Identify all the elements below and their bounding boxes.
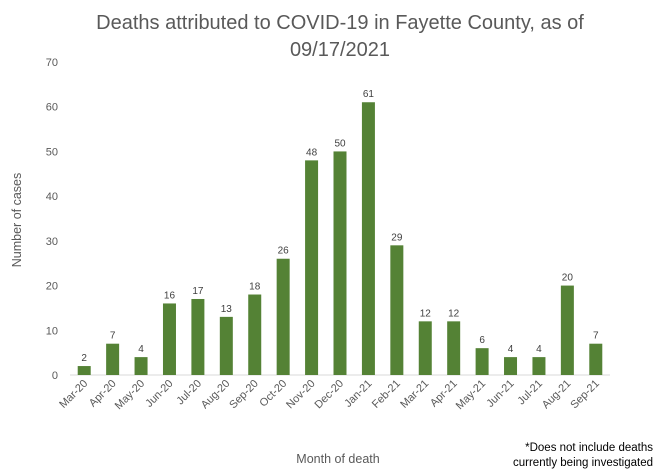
data-label: 4 xyxy=(138,344,144,355)
bar xyxy=(134,357,148,375)
bar xyxy=(361,102,375,375)
data-label: 7 xyxy=(110,331,116,342)
y-tick-label: 60 xyxy=(46,102,58,114)
data-label: 7 xyxy=(593,331,599,342)
y-tick-label: 70 xyxy=(46,57,58,69)
y-tick-label: 50 xyxy=(46,146,58,158)
footnote-line-2: currently being investigated xyxy=(513,457,653,469)
x-tick-label: Mar-20 xyxy=(57,378,90,411)
data-label: 20 xyxy=(562,273,574,284)
x-tick-label: Jun-21 xyxy=(484,378,516,410)
data-label: 29 xyxy=(391,232,403,243)
bar xyxy=(77,366,91,375)
y-tick-label: 40 xyxy=(46,191,58,203)
bar xyxy=(162,303,176,375)
bars xyxy=(77,102,603,375)
bar xyxy=(276,258,290,375)
bar xyxy=(560,285,574,375)
bar xyxy=(106,343,120,375)
bar xyxy=(475,348,489,375)
x-tick-label: Oct-20 xyxy=(257,378,289,410)
bar xyxy=(390,245,404,375)
footnote-line-1: *Does not include deaths xyxy=(525,442,653,454)
data-label: 4 xyxy=(508,344,514,355)
bar xyxy=(191,298,205,375)
data-label: 2 xyxy=(81,353,87,364)
y-tick-label: 20 xyxy=(46,281,58,293)
x-tick-label: Sep-21 xyxy=(568,378,602,412)
x-tick-label: May-21 xyxy=(454,378,488,412)
chart-title-line-2: 09/17/2021 xyxy=(289,39,391,61)
bar xyxy=(504,357,518,375)
data-label: 4 xyxy=(536,344,542,355)
bar xyxy=(248,294,262,375)
bar xyxy=(219,316,233,375)
x-tick-label: Dec-20 xyxy=(313,378,347,412)
data-label: 48 xyxy=(306,147,318,158)
data-label: 6 xyxy=(479,335,485,346)
data-label: 26 xyxy=(278,246,290,257)
data-label: 16 xyxy=(164,290,176,301)
y-axis-title: Number of cases xyxy=(10,173,24,267)
bar xyxy=(447,321,461,375)
data-label: 61 xyxy=(363,89,375,100)
bar xyxy=(589,343,603,375)
x-tick-label: Nov-20 xyxy=(284,378,318,412)
bar xyxy=(305,160,319,375)
x-tick-label: Aug-20 xyxy=(199,378,233,412)
x-axis-title: Month of death xyxy=(296,452,379,466)
data-label: 17 xyxy=(192,286,204,297)
x-tick-label: Jun-20 xyxy=(143,378,175,410)
data-label: 12 xyxy=(448,308,460,319)
y-tick-label: 0 xyxy=(52,370,58,382)
data-label: 18 xyxy=(249,282,261,293)
x-tick-label: Feb-21 xyxy=(370,378,403,411)
x-tick-label: Aug-21 xyxy=(540,378,574,412)
x-tick-label: Sep-20 xyxy=(227,378,261,412)
x-tick-label: Jan-21 xyxy=(342,378,374,410)
x-tick-label: Mar-21 xyxy=(398,378,431,411)
y-tick-label: 30 xyxy=(46,236,58,248)
data-label: 50 xyxy=(334,138,346,149)
bar xyxy=(333,151,347,375)
data-label: 12 xyxy=(420,308,432,319)
data-label: 13 xyxy=(221,304,233,315)
data-labels: 2 7 4 16 17 13 18 26 48 50 61 29 12 12 6 4 4 20 7 xyxy=(81,89,599,364)
bar xyxy=(418,321,432,375)
y-axis: 0 10 20 30 40 50 60 70 xyxy=(46,57,58,382)
chart-title-line-1: Deaths attributed to COVID-19 in Fayette… xyxy=(96,12,584,34)
x-tick-label: May-20 xyxy=(113,378,147,412)
x-axis: Mar-20Apr-20May-20Jun-20Jul-20Aug-20Sep-… xyxy=(57,378,602,412)
y-tick-label: 10 xyxy=(46,325,58,337)
bar xyxy=(532,357,546,375)
